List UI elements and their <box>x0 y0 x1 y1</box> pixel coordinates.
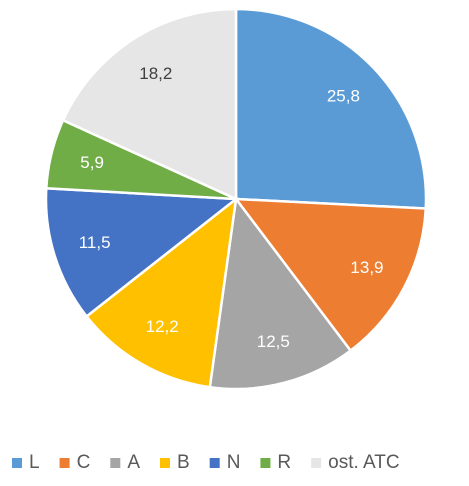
data-label: 11,5 <box>79 233 111 252</box>
data-label: 12,5 <box>257 332 290 351</box>
data-label: 25,8 <box>327 86 360 105</box>
legend-label: N <box>227 452 241 473</box>
legend-swatch <box>12 458 22 468</box>
legend-swatch <box>110 458 121 468</box>
legend-label: L <box>29 452 40 473</box>
data-label: 13,9 <box>350 258 383 277</box>
legend-swatch <box>59 458 70 468</box>
legend-swatch <box>209 458 220 468</box>
legend-swatch <box>160 458 170 468</box>
legend-swatch <box>260 458 271 468</box>
data-label: 18,2 <box>139 64 172 83</box>
legend-label: ost. ATC <box>328 452 399 473</box>
pie-slice <box>84 196 238 389</box>
pie-slice <box>208 195 353 391</box>
pie-slice <box>234 7 428 210</box>
legend-label: C <box>77 452 91 473</box>
data-label: 12,2 <box>146 317 179 336</box>
pie-slice <box>44 186 240 319</box>
pie-slice <box>233 197 428 353</box>
legend-swatch <box>311 458 322 468</box>
legend-label: A <box>127 452 140 473</box>
data-label: 5,9 <box>80 153 104 172</box>
legend-label: R <box>277 452 291 473</box>
legend-label: B <box>177 452 190 473</box>
pie-slice <box>61 7 238 201</box>
